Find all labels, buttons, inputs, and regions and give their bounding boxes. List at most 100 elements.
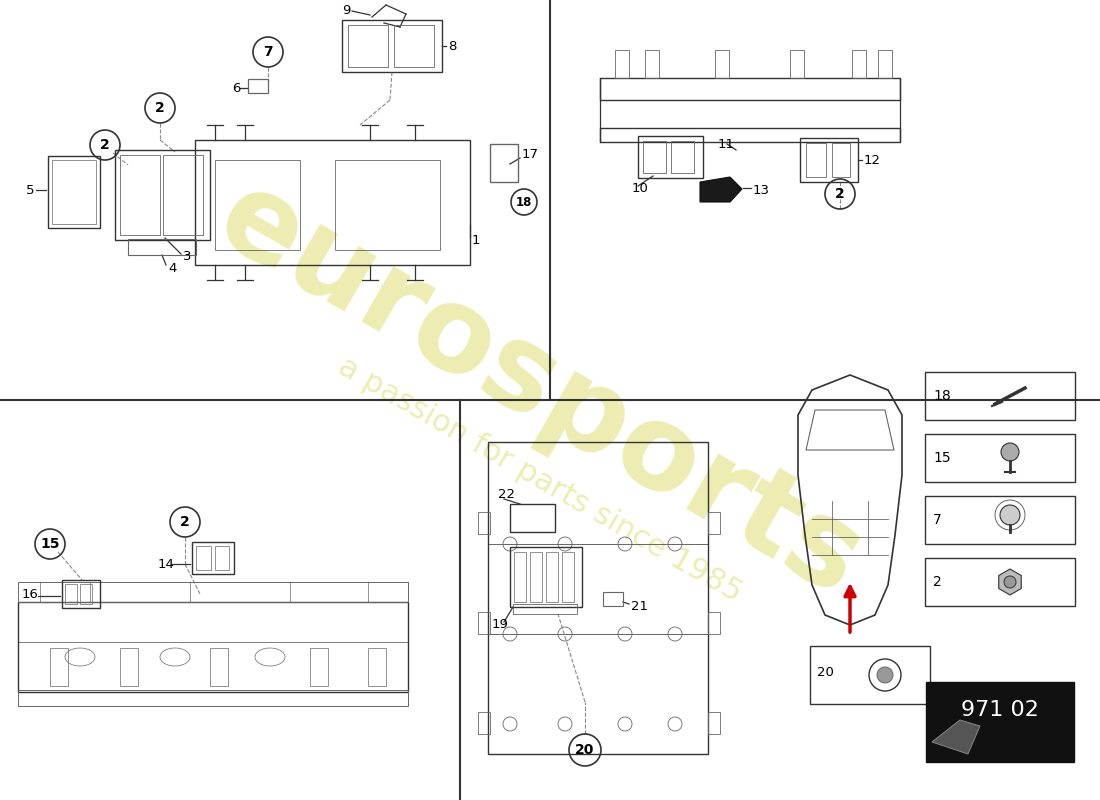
Bar [116, 150, 210, 240]
Text: 13: 13 [754, 183, 770, 197]
Bar [615, 50, 629, 78]
Bar [478, 512, 490, 534]
Bar [645, 50, 659, 78]
Bar [196, 546, 211, 570]
Bar [790, 50, 804, 78]
Circle shape [1000, 505, 1020, 525]
Text: 14: 14 [158, 558, 175, 570]
Bar [163, 155, 204, 235]
Bar [65, 584, 77, 604]
Text: 18: 18 [933, 389, 950, 403]
Circle shape [877, 667, 893, 683]
Bar [832, 143, 850, 177]
Bar [488, 442, 708, 754]
Circle shape [1004, 576, 1016, 588]
Text: 1: 1 [472, 234, 481, 246]
Bar [195, 140, 470, 265]
Bar [510, 504, 556, 532]
Bar [708, 612, 720, 634]
Bar [810, 646, 930, 704]
Bar [50, 648, 68, 686]
Bar [394, 25, 435, 67]
Text: 18: 18 [516, 195, 532, 209]
Bar [336, 160, 440, 250]
Bar [715, 50, 729, 78]
Text: 10: 10 [632, 182, 649, 194]
Bar [490, 144, 518, 182]
Text: 3: 3 [183, 250, 191, 263]
Bar [348, 25, 388, 67]
Text: 7: 7 [933, 513, 942, 527]
Bar [214, 546, 229, 570]
Bar [671, 141, 694, 173]
Text: 2: 2 [180, 515, 190, 529]
Polygon shape [700, 177, 743, 202]
Text: 4: 4 [168, 262, 176, 274]
Bar [18, 582, 408, 602]
Bar [510, 547, 582, 607]
Bar [852, 50, 866, 78]
Bar [806, 143, 826, 177]
Text: 7: 7 [263, 45, 273, 59]
Text: 5: 5 [25, 183, 34, 197]
Text: 6: 6 [232, 82, 241, 94]
Bar [708, 712, 720, 734]
Text: eurosports: eurosports [198, 159, 882, 621]
Text: 19: 19 [492, 618, 509, 630]
Bar [546, 552, 558, 602]
Bar [120, 648, 138, 686]
Bar [925, 434, 1075, 482]
Text: 11: 11 [718, 138, 735, 150]
Bar [248, 79, 268, 93]
Text: 15: 15 [41, 537, 59, 551]
Bar [478, 712, 490, 734]
Text: 17: 17 [522, 149, 539, 162]
Bar [925, 496, 1075, 544]
Bar [530, 552, 542, 602]
Bar [600, 128, 900, 142]
Text: 20: 20 [575, 743, 595, 757]
Text: 16: 16 [22, 587, 38, 601]
Text: 8: 8 [448, 39, 456, 53]
Text: 2: 2 [933, 575, 942, 589]
Text: 15: 15 [933, 451, 950, 465]
Bar [52, 160, 96, 224]
Bar [878, 50, 892, 78]
Bar [638, 136, 703, 178]
Bar [600, 78, 900, 100]
Bar [62, 580, 100, 608]
Bar [478, 612, 490, 634]
Bar [48, 156, 100, 228]
Bar [925, 558, 1075, 606]
Bar [310, 648, 328, 686]
Text: a passion for parts since 1985: a passion for parts since 1985 [333, 352, 747, 608]
Text: 12: 12 [864, 154, 881, 166]
Bar [120, 155, 160, 235]
Text: 20: 20 [817, 666, 834, 678]
Bar [800, 138, 858, 182]
Text: 2: 2 [835, 187, 845, 201]
Circle shape [1001, 443, 1019, 461]
Bar [925, 372, 1075, 420]
Bar [644, 141, 666, 173]
Text: 9: 9 [342, 3, 351, 17]
Text: 971 02: 971 02 [961, 700, 1038, 720]
Bar [214, 160, 300, 250]
Text: 21: 21 [631, 599, 648, 613]
Polygon shape [999, 569, 1021, 595]
Bar [603, 592, 623, 606]
Bar [514, 552, 526, 602]
Bar [708, 512, 720, 534]
Bar [18, 690, 408, 706]
Text: 2: 2 [155, 101, 165, 115]
Bar [926, 682, 1074, 762]
Bar [342, 20, 442, 72]
Bar [368, 648, 386, 686]
Bar [192, 542, 234, 574]
Bar [513, 604, 578, 614]
Text: 22: 22 [498, 489, 515, 502]
Polygon shape [932, 720, 980, 754]
Bar [562, 552, 574, 602]
Bar [18, 602, 408, 692]
Bar [128, 239, 196, 255]
